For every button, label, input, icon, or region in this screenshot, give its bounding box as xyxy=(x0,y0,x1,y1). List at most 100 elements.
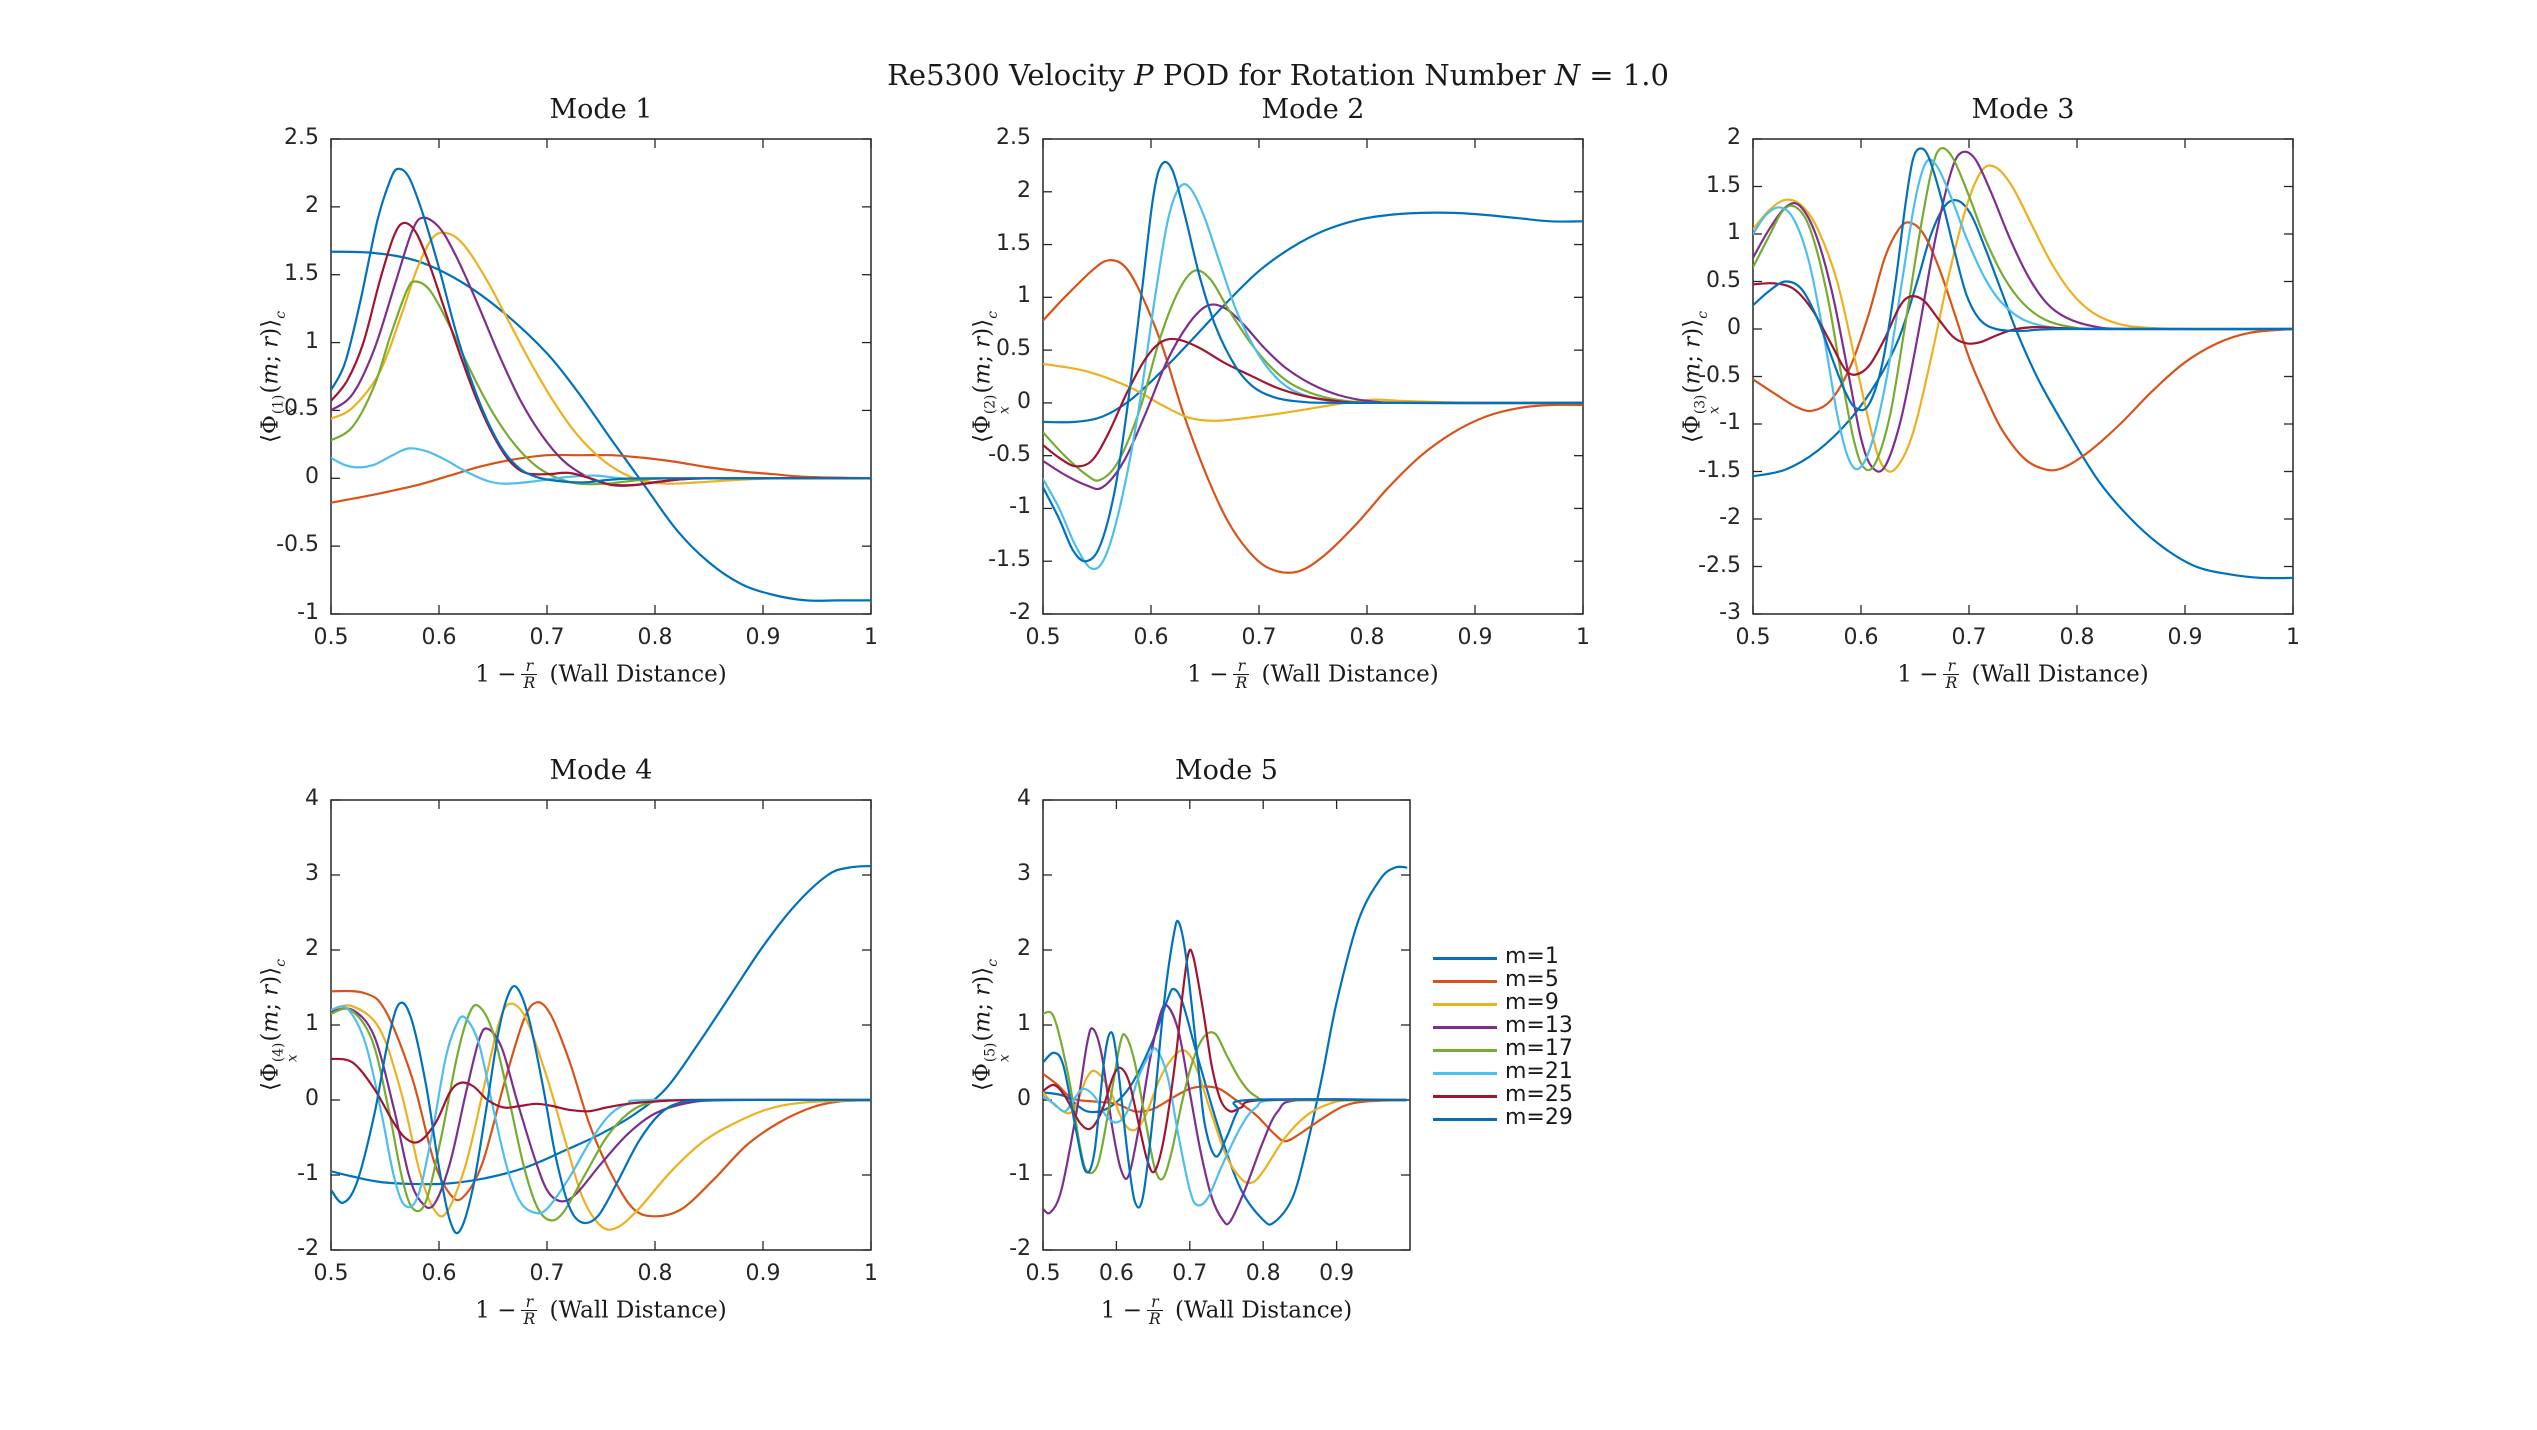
ytick-label-mode-3: 0 xyxy=(1727,315,1741,340)
xtick-label-mode-2: 0.8 xyxy=(1349,625,1385,650)
xaxis-label-mode-4: 1 − r R (Wall Distance) xyxy=(475,1292,727,1329)
xtick-label-mode-3: 0.5 xyxy=(1735,625,1771,650)
phi-sup-sub: (2) x xyxy=(982,394,1013,414)
ytick-label-mode-2: 0.5 xyxy=(996,336,1031,362)
figure-title: Re5300 Velocity P POD for Rotation Numbe… xyxy=(887,58,1669,92)
series-line-mode-2-m=17 xyxy=(1043,269,1583,482)
ytick-label-mode-5: -1 xyxy=(1009,1161,1031,1186)
ytick-label-mode-1: 2 xyxy=(305,192,319,218)
series-line-mode-3-m=5 xyxy=(1753,221,2293,472)
series-line-mode-1-m=25 xyxy=(331,221,871,487)
plot-area-mode-4 xyxy=(330,799,872,1251)
plot-area-mode-1 xyxy=(330,138,872,615)
ytick-label-mode-4: 0 xyxy=(305,1086,319,1111)
yaxis-label-mode-5: ⟨Φ (5) x (m; r)⟩c xyxy=(969,959,1013,1091)
phi-sup-sub: (5) x xyxy=(982,1042,1013,1063)
ytick-label-mode-1: 1 xyxy=(305,328,319,354)
series-line-mode-2-m=21 xyxy=(1043,183,1583,571)
phi-sup-sub: (1) x xyxy=(270,394,301,414)
series-line-mode-5-m=9 xyxy=(1043,1049,1408,1185)
ytick-label-mode-2: 2 xyxy=(1017,177,1031,203)
ytick-label-mode-3: 1.5 xyxy=(1706,172,1741,198)
series-group-mode-5 xyxy=(1043,865,1408,1226)
ytick-label-mode-4: 1 xyxy=(305,1011,319,1036)
ytick-label-mode-2: -1.5 xyxy=(988,547,1031,573)
xtick-label-mode-1: 0.5 xyxy=(313,625,349,650)
plot-area-mode-3 xyxy=(1752,138,2294,615)
ytick-label-mode-2: -2 xyxy=(1009,600,1031,625)
axes-ticks-mode-2 xyxy=(1042,138,1584,615)
xtick-label-mode-5: 0.6 xyxy=(1098,1261,1134,1286)
series-line-mode-2-m=25 xyxy=(1043,337,1583,468)
subplot-title-mode-4: Mode 4 xyxy=(549,755,653,786)
plot-area-mode-2 xyxy=(1042,138,1584,615)
subplot-title-mode-5: Mode 5 xyxy=(1175,755,1278,786)
legend-label-m=29: m=29 xyxy=(1505,1105,1573,1130)
axes-box-mode-2 xyxy=(1042,138,1584,615)
ytick-label-mode-3: -3 xyxy=(1719,600,1741,625)
xtick-label-mode-4: 0.9 xyxy=(745,1261,781,1286)
series-line-mode-3-m=25 xyxy=(1753,282,2293,376)
series-line-mode-5-m=13 xyxy=(1043,1003,1408,1226)
axes-box-mode-5 xyxy=(1042,799,1411,1251)
xtick-label-mode-4: 1 xyxy=(864,1261,878,1286)
series-line-mode-4-m=29 xyxy=(331,984,871,1235)
legend-line-m=25 xyxy=(1433,1095,1497,1098)
phi-sup-sub: (4) x xyxy=(270,1042,301,1063)
xtick-label-mode-2: 0.9 xyxy=(1457,625,1493,650)
series-line-mode-2-m=13 xyxy=(1043,303,1583,491)
xtick-label-mode-5: 0.7 xyxy=(1172,1261,1208,1286)
series-line-mode-3-m=1 xyxy=(1753,198,2293,580)
ytick-label-mode-4: 2 xyxy=(305,936,319,961)
series-line-mode-5-m=1 xyxy=(1043,865,1408,1226)
axes-ticks-mode-5 xyxy=(1042,799,1410,1251)
legend-label-m=1: m=1 xyxy=(1505,944,1559,969)
ytick-label-mode-1: -1 xyxy=(297,600,319,625)
xtick-label-mode-5: 0.5 xyxy=(1025,1261,1061,1286)
ytick-label-mode-3: 1 xyxy=(1727,220,1741,245)
xaxis-label-mode-3: 1 − r R (Wall Distance) xyxy=(1897,656,2149,693)
xtick-label-mode-3: 0.6 xyxy=(1843,625,1879,650)
ytick-label-mode-3: -1 xyxy=(1719,410,1741,435)
legend-label-m=13: m=13 xyxy=(1505,1013,1573,1038)
subplot-title-mode-3: Mode 3 xyxy=(1971,94,2075,125)
figure-title-segment: Re5300 Velocity xyxy=(887,58,1135,92)
ytick-label-mode-2: -1 xyxy=(1009,494,1031,520)
series-group-mode-3 xyxy=(1753,147,2293,580)
series-line-mode-5-m=5 xyxy=(1043,1072,1408,1143)
ytick-label-mode-2: 0 xyxy=(1017,388,1031,414)
ytick-label-mode-4: -1 xyxy=(297,1161,319,1186)
ytick-label-mode-2: 2.5 xyxy=(996,125,1031,150)
xtick-label-mode-1: 0.7 xyxy=(529,625,565,650)
phi-sup-sub: (3) x xyxy=(1692,394,1723,414)
yaxis-label-mode-1: ⟨Φ (1) x (m; r)⟩c xyxy=(257,310,301,443)
series-line-mode-3-m=9 xyxy=(1753,164,2293,473)
ytick-label-mode-4: 3 xyxy=(305,861,319,886)
ytick-label-mode-3: -2.5 xyxy=(1698,552,1741,578)
xtick-label-mode-1: 1 xyxy=(864,625,878,650)
series-group-mode-2 xyxy=(1043,160,1583,574)
ytick-label-mode-5: 1 xyxy=(1017,1011,1031,1036)
series-line-mode-5-m=25 xyxy=(1043,948,1408,1174)
xaxis-label-mode-2: 1 − r R (Wall Distance) xyxy=(1187,656,1439,693)
legend-label-m=25: m=25 xyxy=(1505,1082,1573,1107)
ytick-label-mode-3: 2 xyxy=(1727,125,1741,150)
ytick-label-mode-2: 1 xyxy=(1017,283,1031,309)
legend-label-m=9: m=9 xyxy=(1505,990,1559,1015)
ytick-label-mode-1: 0 xyxy=(305,464,319,490)
series-line-mode-3-m=13 xyxy=(1753,150,2293,473)
xtick-label-mode-1: 0.8 xyxy=(637,625,673,650)
xtick-label-mode-5: 0.9 xyxy=(1319,1261,1355,1286)
xtick-label-mode-4: 0.6 xyxy=(421,1261,457,1286)
series-line-mode-2-m=5 xyxy=(1043,259,1583,574)
ytick-label-mode-4: 4 xyxy=(305,786,319,811)
legend-line-m=21 xyxy=(1433,1072,1497,1075)
legend-line-m=29 xyxy=(1433,1118,1497,1121)
xtick-label-mode-2: 0.6 xyxy=(1133,625,1169,650)
ytick-label-mode-5: 2 xyxy=(1017,936,1031,961)
legend-label-m=17: m=17 xyxy=(1505,1036,1573,1061)
series-line-mode-1-m=17 xyxy=(331,280,871,486)
series-line-mode-1-m=13 xyxy=(331,216,871,487)
axes-box-mode-1 xyxy=(330,138,872,615)
